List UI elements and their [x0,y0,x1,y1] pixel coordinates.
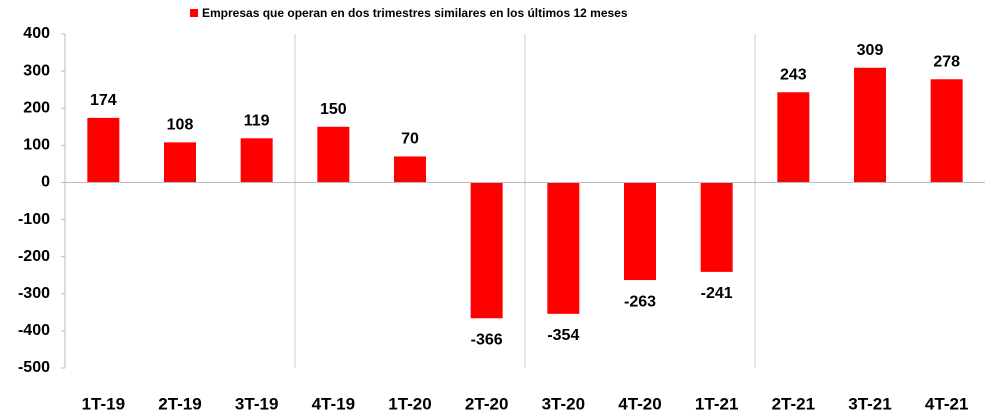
bar [87,117,120,183]
value-label: 278 [933,53,960,70]
x-tick-label: 3T-20 [542,394,585,413]
bar [240,138,273,183]
value-label: -354 [547,327,579,344]
x-tick-label: 4T-20 [618,394,661,413]
y-tick-label: -100 [18,211,50,228]
x-tick-label: 1T-21 [695,394,738,413]
x-tick-label: 3T-19 [235,394,278,413]
x-tick-label: 4T-19 [312,394,355,413]
x-tick-label: 2T-21 [772,394,815,413]
value-label: 70 [401,131,419,148]
bar [700,182,733,272]
value-label: 243 [780,66,807,83]
bar [930,79,963,183]
y-tick-label: -500 [18,359,50,376]
bar [777,92,810,183]
value-label: -366 [471,331,503,348]
x-tick-label: 2T-20 [465,394,508,413]
x-tick-label: 1T-19 [82,394,125,413]
x-tick-label: 2T-19 [158,394,201,413]
y-tick-label: -400 [18,322,50,339]
legend-label: Empresas que operan en dos trimestres si… [202,6,628,20]
bar [317,126,350,183]
y-tick-label: 100 [23,137,50,154]
bar [470,182,503,319]
value-label: 119 [244,113,270,130]
x-tick-label: 4T-21 [925,394,968,413]
y-tick-label: 200 [23,99,50,116]
y-tick-label: -300 [18,285,50,302]
legend-swatch [190,9,198,17]
bar [394,156,426,183]
value-label: 108 [167,117,194,134]
bar [164,142,196,183]
value-label: 174 [90,92,117,109]
y-tick-label: -200 [18,248,50,265]
value-label: -241 [701,285,733,302]
value-label: 150 [320,101,347,118]
x-tick-label: 3T-21 [848,394,891,413]
value-label: 309 [857,42,884,59]
y-tick-label: 400 [23,25,50,42]
value-label: -263 [624,293,656,310]
bar [624,182,656,281]
bar [547,182,580,314]
y-tick-label: 0 [41,174,50,191]
x-tick-label: 1T-20 [388,394,431,413]
bar [854,67,886,183]
y-tick-label: 300 [23,62,50,79]
